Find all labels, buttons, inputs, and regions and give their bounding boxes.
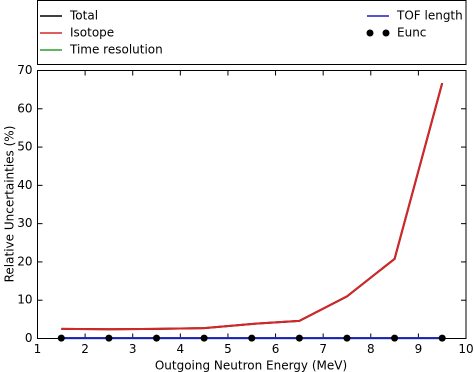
legend-marker	[366, 29, 374, 37]
legend-label: Eunc	[397, 26, 426, 40]
x-tick-label: 4	[177, 342, 185, 356]
data-point	[295, 334, 303, 342]
data-point	[200, 334, 208, 342]
x-tick-label: 9	[415, 342, 423, 356]
legend-label: Isotope	[70, 26, 114, 40]
x-tick-label: 10	[458, 342, 473, 356]
y-tick-label: 70	[17, 63, 32, 77]
legend-label: TOF length	[396, 9, 463, 23]
y-tick-label: 20	[17, 254, 32, 268]
y-tick-label: 10	[17, 293, 32, 307]
plot-frame	[37, 70, 467, 339]
x-tick-label: 2	[81, 342, 89, 356]
data-point	[105, 334, 113, 342]
legend-box	[37, 0, 467, 65]
data-point	[391, 334, 399, 342]
y-tick-label: 30	[17, 216, 32, 230]
y-axis-label: Relative Uncertainties (%)	[3, 126, 17, 283]
series-line	[61, 82, 444, 331]
data-point	[343, 334, 351, 342]
x-tick-label: 7	[319, 342, 327, 356]
x-tick-label: 6	[272, 342, 280, 356]
y-tick-label: 60	[17, 101, 32, 115]
legend-label: Time resolution	[69, 43, 163, 57]
x-axis-label: Outgoing Neutron Energy (MeV)	[155, 359, 347, 372]
data-point	[153, 334, 161, 342]
y-tick-label: 0	[25, 331, 33, 345]
x-tick-label: 1	[34, 342, 42, 356]
legend-label: Total	[69, 9, 98, 23]
x-tick-label: 3	[129, 342, 137, 356]
y-tick-label: 40	[17, 178, 32, 192]
legend-marker	[382, 29, 390, 37]
x-tick-label: 5	[224, 342, 232, 356]
data-point	[57, 334, 65, 342]
x-tick-label: 8	[367, 342, 375, 356]
data-point	[248, 334, 256, 342]
data-point	[438, 334, 446, 342]
y-tick-label: 50	[17, 140, 32, 154]
series-line	[61, 82, 444, 331]
